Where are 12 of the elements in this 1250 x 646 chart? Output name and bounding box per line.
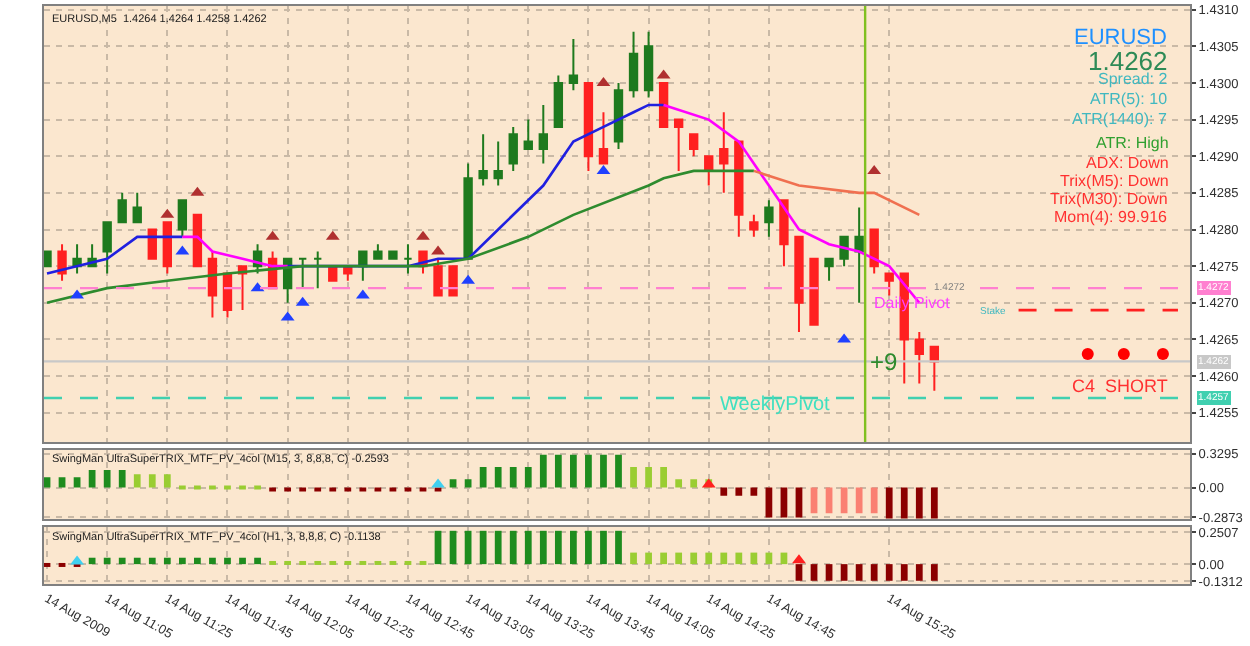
annotation: EURUSD xyxy=(1074,26,1168,50)
annotation: ATR(5): 10 xyxy=(1090,90,1169,108)
annotation: Trix(M5): Down xyxy=(1060,172,1169,190)
annotation: ADX: Down xyxy=(1086,154,1169,172)
annotation: Trix(M30): Down xyxy=(1050,190,1168,208)
annotation: +9 xyxy=(870,348,899,376)
annotation: ATR(1440): 7 xyxy=(1072,110,1168,128)
annotation: ATR: High xyxy=(1096,134,1169,152)
annotation: Mom(4): 99.916 xyxy=(1054,208,1169,226)
annotation: Spread: 2 xyxy=(1098,70,1169,88)
annotation: WeeklyPivot xyxy=(720,394,831,416)
annotation: C4 SHORT xyxy=(1072,376,1169,396)
